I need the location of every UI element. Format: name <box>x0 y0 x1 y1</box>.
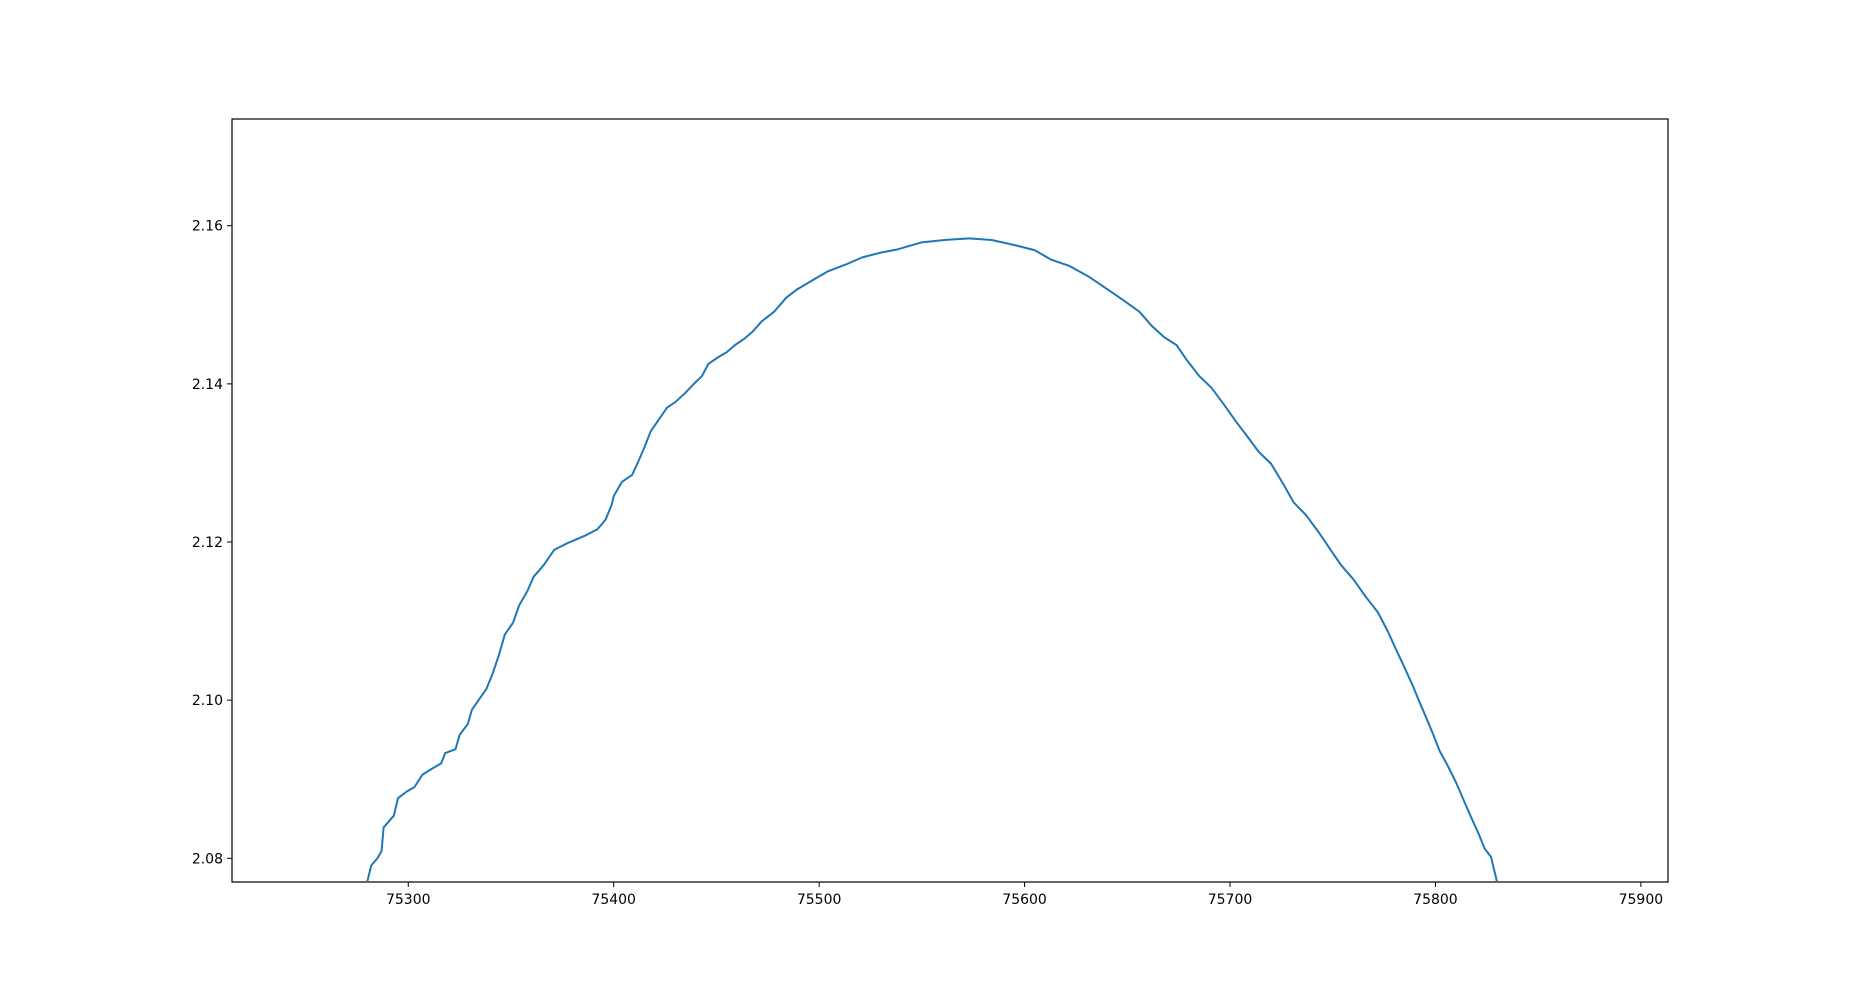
y-tick-label: 2.16 <box>192 219 223 235</box>
x-tick-label: 75800 <box>1413 892 1458 908</box>
y-tick-label: 2.10 <box>192 693 223 709</box>
y-tick-label: 2.14 <box>192 377 223 393</box>
y-tick-label: 2.08 <box>192 851 223 867</box>
x-tick-label: 75500 <box>797 892 842 908</box>
plot-area <box>366 237 1499 882</box>
x-tick-label: 75400 <box>591 892 636 908</box>
axes-frame <box>231 118 1669 883</box>
data-line <box>366 237 1499 882</box>
x-tick-label: 75300 <box>386 892 431 908</box>
x-tick-label: 75600 <box>1002 892 1047 908</box>
x-tick-label: 75700 <box>1208 892 1253 908</box>
x-tick-label: 75900 <box>1619 892 1664 908</box>
y-tick-label: 2.12 <box>192 535 223 551</box>
